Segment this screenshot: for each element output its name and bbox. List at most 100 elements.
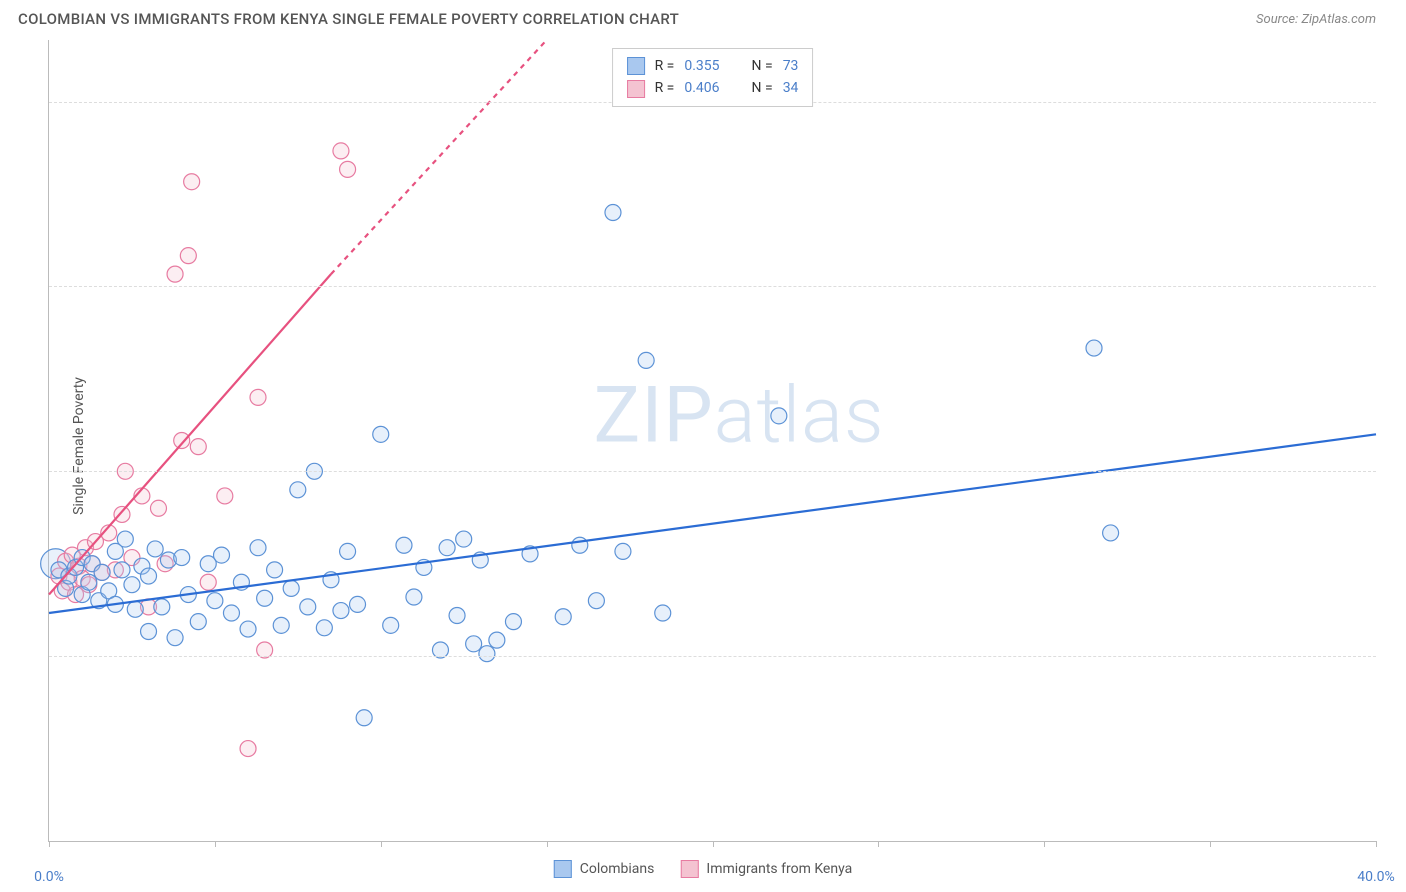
- data-point-colombians: [350, 596, 366, 612]
- data-point-colombians: [154, 599, 170, 615]
- data-point-colombians: [555, 609, 571, 625]
- data-point-colombians: [147, 541, 163, 557]
- data-point-colombians: [190, 614, 206, 630]
- data-point-colombians: [605, 205, 621, 221]
- trend-line: [331, 40, 547, 274]
- data-point-kenya: [184, 174, 200, 190]
- data-point-colombians: [356, 710, 372, 726]
- data-point-kenya: [333, 143, 349, 159]
- data-point-colombians: [167, 630, 183, 646]
- x-tick: [381, 841, 382, 847]
- data-point-kenya: [114, 506, 130, 522]
- x-tick-label: 40.0%: [1357, 869, 1395, 885]
- data-point-colombians: [588, 593, 604, 609]
- data-point-kenya: [190, 439, 206, 455]
- legend-series-label: Colombians: [580, 861, 655, 877]
- legend-r-label: R =: [655, 55, 675, 77]
- legend-series-label: Immigrants from Kenya: [706, 861, 852, 877]
- data-point-colombians: [505, 614, 521, 630]
- data-point-colombians: [479, 646, 495, 662]
- chart-container: ZIPatlas R =0.355N =73R =0.406N =34 15.0…: [48, 40, 1376, 842]
- data-point-colombians: [638, 352, 654, 368]
- chart-title: COLOMBIAN VS IMMIGRANTS FROM KENYA SINGL…: [18, 10, 679, 28]
- x-tick: [215, 841, 216, 847]
- gridline: [49, 471, 1376, 472]
- source-prefix: Source:: [1256, 12, 1301, 27]
- legend-n-value: 73: [783, 55, 799, 77]
- data-point-colombians: [283, 580, 299, 596]
- data-point-colombians: [456, 531, 472, 547]
- source-name: ZipAtlas.com: [1301, 12, 1376, 27]
- source-attribution: Source: ZipAtlas.com: [1256, 12, 1376, 27]
- data-point-colombians: [449, 607, 465, 623]
- data-point-colombians: [615, 543, 631, 559]
- data-point-kenya: [180, 248, 196, 264]
- data-point-colombians: [240, 621, 256, 637]
- data-point-kenya: [150, 500, 166, 516]
- data-point-kenya: [167, 266, 183, 282]
- data-point-kenya: [200, 574, 216, 590]
- legend-swatch: [554, 860, 572, 878]
- x-tick: [547, 841, 548, 847]
- legend-series-item: Immigrants from Kenya: [680, 860, 852, 878]
- data-point-colombians: [250, 540, 266, 556]
- data-point-colombians: [114, 562, 130, 578]
- data-point-colombians: [223, 605, 239, 621]
- data-point-colombians: [316, 620, 332, 636]
- data-point-colombians: [396, 537, 412, 553]
- legend-n-label: N =: [752, 77, 773, 99]
- legend-n-value: 34: [783, 77, 799, 99]
- data-point-colombians: [340, 543, 356, 559]
- legend-r-value: 0.355: [684, 55, 719, 77]
- data-point-colombians: [207, 593, 223, 609]
- data-point-colombians: [127, 601, 143, 617]
- data-point-colombians: [373, 426, 389, 442]
- data-point-kenya: [340, 161, 356, 177]
- data-point-colombians: [141, 568, 157, 584]
- legend-correlation-row: R = 0.355 N = 73: [627, 55, 799, 77]
- data-point-colombians: [141, 624, 157, 640]
- data-point-colombians: [300, 599, 316, 615]
- data-point-colombians: [771, 408, 787, 424]
- data-point-kenya: [174, 433, 190, 449]
- data-point-colombians: [439, 540, 455, 556]
- data-point-colombians: [333, 603, 349, 619]
- data-point-colombians: [257, 590, 273, 606]
- data-point-colombians: [267, 562, 283, 578]
- data-point-colombians: [214, 547, 230, 563]
- legend-swatch: [680, 860, 698, 878]
- legend-r-label: R =: [655, 77, 675, 99]
- data-point-colombians: [383, 617, 399, 633]
- x-tick: [1376, 841, 1377, 847]
- x-tick: [1044, 841, 1045, 847]
- data-point-colombians: [466, 636, 482, 652]
- legend-series: Colombians Immigrants from Kenya: [554, 860, 852, 878]
- legend-correlation: R = 0.355 N = 73 R = 0.406 N = 34: [612, 48, 814, 107]
- data-point-colombians: [117, 531, 133, 547]
- x-tick: [1210, 841, 1211, 847]
- legend-n-label: N =: [752, 55, 773, 77]
- scatter-plot: [49, 40, 1376, 841]
- data-point-kenya: [240, 741, 256, 757]
- legend-correlation-row: R = 0.406 N = 34: [627, 77, 799, 99]
- trend-line: [49, 434, 1376, 613]
- data-point-colombians: [94, 564, 110, 580]
- data-point-colombians: [81, 574, 97, 590]
- x-tick: [713, 841, 714, 847]
- x-tick: [878, 841, 879, 847]
- data-point-colombians: [406, 589, 422, 605]
- legend-swatch: [627, 80, 645, 98]
- legend-r-value: 0.406: [684, 77, 719, 99]
- data-point-colombians: [1103, 525, 1119, 541]
- plot-area: ZIPatlas R =0.355N =73R =0.406N =34 15.0…: [48, 40, 1376, 842]
- data-point-colombians: [1086, 340, 1102, 356]
- data-point-kenya: [217, 488, 233, 504]
- data-point-colombians: [655, 605, 671, 621]
- x-tick-label: 0.0%: [34, 869, 64, 885]
- x-tick: [49, 841, 50, 847]
- data-point-colombians: [273, 617, 289, 633]
- gridline: [49, 656, 1376, 657]
- data-point-colombians: [124, 577, 140, 593]
- data-point-colombians: [174, 550, 190, 566]
- data-point-colombians: [572, 537, 588, 553]
